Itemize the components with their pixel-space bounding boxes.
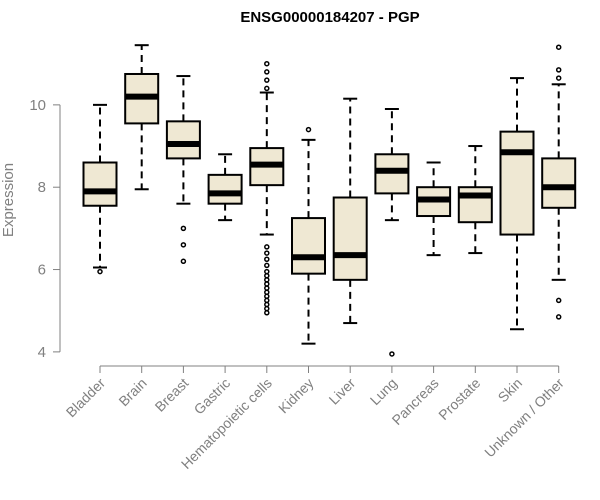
x-tick-label: Breast	[152, 375, 192, 415]
outlier-point	[555, 314, 562, 320]
outlier-point	[180, 242, 187, 248]
outlier-point	[264, 69, 270, 75]
box-kidney	[291, 126, 326, 345]
outlier-point	[264, 60, 270, 67]
box-brain	[124, 44, 160, 191]
outlier-point	[264, 250, 270, 256]
box-lung	[374, 107, 410, 357]
outlier-point	[555, 75, 562, 81]
iqr-box	[332, 196, 368, 281]
y-tick-label: 4	[38, 344, 46, 361]
outlier-point	[264, 310, 270, 316]
outlier-point	[555, 67, 562, 73]
iqr-box	[541, 157, 577, 209]
outlier-point	[264, 256, 270, 263]
outlier-point	[555, 297, 562, 304]
x-tick-label: Liver	[326, 375, 359, 408]
box-series	[82, 44, 577, 357]
iqr-box	[165, 120, 201, 160]
box-hematopoietic-cells	[249, 60, 285, 316]
iqr-box	[82, 161, 118, 207]
outlier-point	[264, 85, 270, 92]
y-axis: 4 6 8 10	[29, 97, 61, 361]
y-axis-label: Expression	[0, 163, 17, 237]
x-tick-label: Kidney	[275, 375, 317, 417]
iqr-box	[499, 130, 535, 236]
box-breast	[165, 75, 201, 265]
outlier-point	[180, 258, 187, 265]
y-tick-label: 6	[38, 262, 46, 279]
box-pancreas	[416, 161, 452, 257]
x-tick-label: Brain	[115, 375, 149, 409]
outlier-point	[180, 225, 187, 232]
chart-title: ENSG00000184207 - PGP	[240, 9, 419, 26]
box-bladder	[82, 103, 118, 275]
outlier-point	[264, 244, 270, 250]
box-unknown-other	[541, 44, 577, 320]
x-tick-label: Prostate	[435, 375, 483, 423]
box-prostate	[457, 145, 493, 255]
y-tick-label: 8	[38, 179, 46, 196]
outlier-point	[264, 262, 270, 269]
box-liver	[332, 97, 368, 325]
x-tick-label: Lung	[367, 375, 400, 408]
x-tick-label: Bladder	[63, 375, 109, 421]
outlier-point	[389, 351, 395, 357]
box-gastric	[207, 153, 243, 222]
x-tick-label: Unknown / Other	[481, 375, 567, 461]
outlier-point	[97, 268, 103, 275]
iqr-box	[291, 217, 326, 275]
iqr-box	[207, 173, 243, 205]
outlier-point	[555, 44, 562, 50]
x-tick-label: Skin	[495, 375, 526, 406]
box-skin	[499, 77, 535, 331]
iqr-box	[374, 153, 410, 195]
y-tick-label: 10	[29, 97, 46, 114]
outlier-point	[305, 126, 312, 133]
outlier-point	[264, 77, 270, 83]
